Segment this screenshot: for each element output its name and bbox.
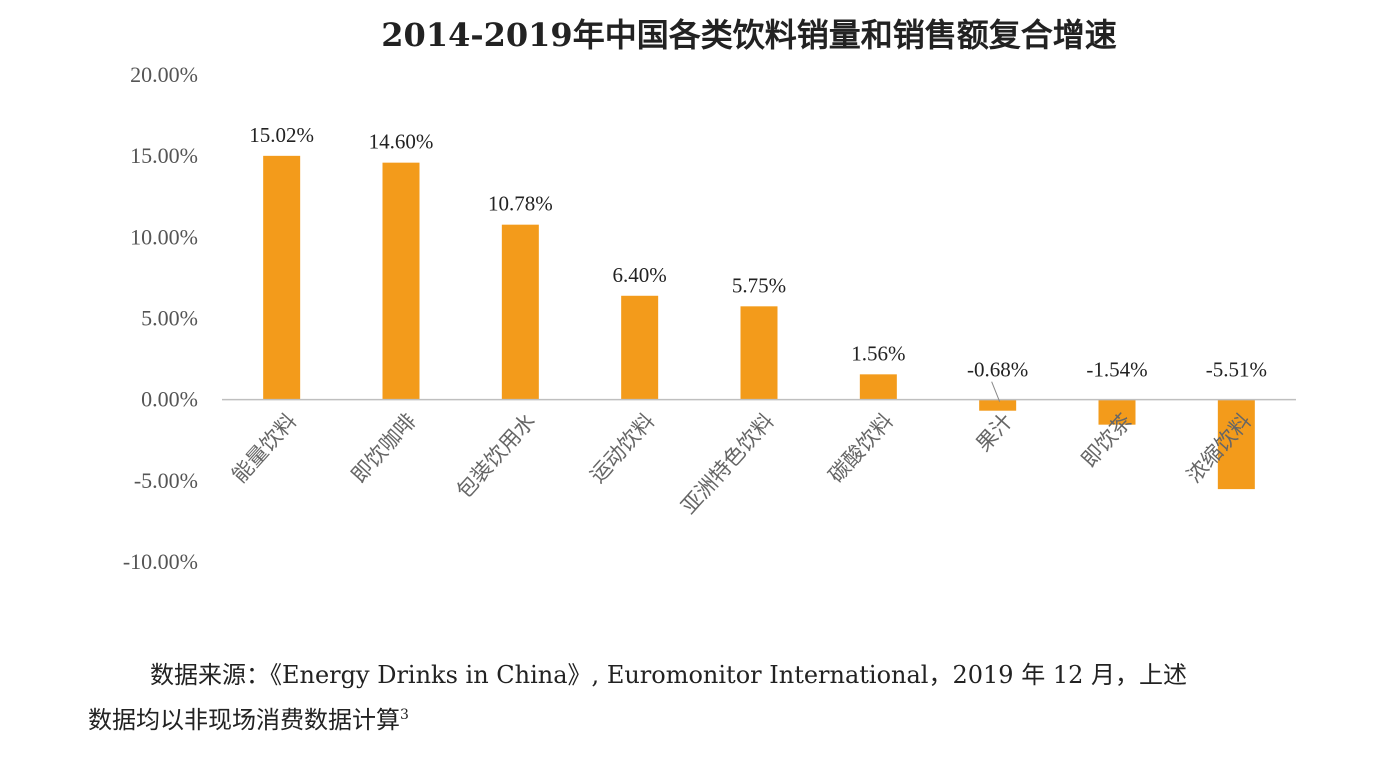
category-label: 果汁 — [971, 409, 1017, 456]
category-label: 碳酸饮料 — [824, 409, 898, 487]
y-tick-label: 10.00% — [130, 224, 198, 249]
y-tick-label: 0.00% — [141, 387, 198, 412]
y-tick-label: -5.00% — [134, 468, 198, 493]
bar — [621, 295, 659, 400]
footnote-marker: 3 — [400, 707, 409, 723]
chart-title: 2014-2019年中国各类饮料销量和销售额复合增速 — [381, 16, 1116, 54]
bars — [263, 155, 1255, 490]
data-label: 14.60% — [369, 130, 434, 154]
data-label: -0.68% — [967, 358, 1028, 382]
bar — [859, 374, 897, 400]
bar — [740, 306, 778, 400]
data-label: 1.56% — [851, 341, 905, 365]
bar — [263, 155, 301, 400]
bar — [1098, 399, 1136, 425]
source-caption: 数据来源：《Energy Drinks in China》, Euromonit… — [88, 655, 1328, 740]
data-label: 10.78% — [488, 192, 553, 216]
category-label: 运动饮料 — [585, 409, 659, 487]
y-tick-label: -10.00% — [123, 549, 198, 574]
leader-line — [991, 381, 1001, 402]
caption-line-2-text: 数据均以非现场消费数据计算 — [88, 706, 400, 734]
data-label: 15.02% — [249, 123, 314, 147]
caption-line-1: 数据来源：《Energy Drinks in China》, Euromonit… — [150, 661, 1187, 689]
y-axis-ticks: 20.00% 15.00% 10.00% 5.00% 0.00% -5.00% -10.00… — [123, 62, 198, 574]
category-label: 即饮咖啡 — [347, 409, 421, 487]
data-labels: 15.02% 14.60% 10.78% 6.40% 5.75% 1.56% -0.68% -… — [249, 123, 1267, 402]
category-labels: 能量饮料 即饮咖啡 包装饮用水 运动饮料 亚洲特色饮料 碳酸饮料 果汁 即饮茶 浓缩饮料 — [227, 409, 1256, 519]
category-label: 包装饮用水 — [452, 409, 540, 503]
category-label: 亚洲特色饮料 — [677, 409, 779, 519]
bar — [501, 224, 539, 400]
category-label: 能量饮料 — [227, 409, 301, 487]
data-label: -1.54% — [1086, 358, 1147, 382]
y-tick-label: 15.00% — [130, 143, 198, 168]
bar-chart: 2014-2019年中国各类饮料销量和销售额复合增速 20.00% 15.00% 1… — [123, 16, 1296, 574]
bar — [979, 399, 1017, 411]
caption-line-2: 数据均以非现场消费数据计算3 — [88, 695, 1328, 740]
bar — [382, 162, 420, 400]
y-tick-label: 5.00% — [141, 306, 198, 331]
y-tick-label: 20.00% — [130, 62, 198, 87]
data-label: 6.40% — [613, 263, 667, 287]
data-label: -5.51% — [1206, 358, 1267, 382]
data-label: 5.75% — [732, 273, 786, 297]
bar — [1217, 399, 1255, 490]
